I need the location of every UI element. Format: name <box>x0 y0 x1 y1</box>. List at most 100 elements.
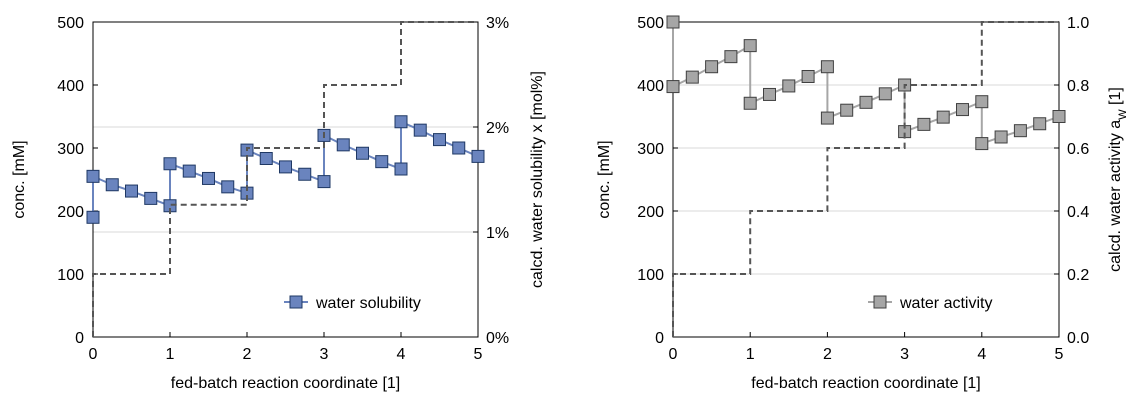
y2-tick-label: 1.0 <box>1067 15 1089 32</box>
data-marker <box>666 80 680 94</box>
y-tick-label: 300 <box>637 141 664 158</box>
data-marker <box>975 95 989 109</box>
x-tick-label: 5 <box>1055 346 1064 363</box>
x-tick-label: 0 <box>669 346 678 363</box>
y2-tick-label: 0.4 <box>1067 204 1089 221</box>
y-tick-label: 100 <box>57 267 84 284</box>
data-marker <box>202 171 215 185</box>
y2-axis-label-subscript: W <box>1117 109 1129 120</box>
data-marker <box>801 69 815 83</box>
y2-axis-label: calcd. water solubility x [mol%] <box>529 71 546 288</box>
data-marker <box>1013 124 1027 138</box>
dashed-step-line <box>672 21 1059 337</box>
data-marker <box>763 87 776 101</box>
data-marker <box>413 123 427 137</box>
data-marker <box>820 60 834 74</box>
data-marker <box>336 138 350 152</box>
data-marker <box>1033 117 1047 131</box>
plot-frame <box>92 21 479 338</box>
legend-marker <box>873 295 887 309</box>
y-tick-label: 100 <box>637 267 664 284</box>
data-marker <box>1052 110 1066 123</box>
y2-axis-label-unit: [1] <box>1107 87 1124 109</box>
data-marker <box>86 210 100 224</box>
data-marker <box>724 50 738 64</box>
y-axis-label: conc. [mM] <box>11 140 28 218</box>
x-tick-label: 2 <box>243 346 252 363</box>
y-tick-label: 300 <box>57 141 84 158</box>
x-tick-label: 3 <box>900 346 909 363</box>
y-tick-label: 0 <box>655 330 664 347</box>
y2-tick-label: 0.6 <box>1067 141 1089 158</box>
data-marker <box>705 60 719 74</box>
data-marker <box>163 157 177 171</box>
y2-axis-label-main: calcd. water solubility x [mol%] <box>529 71 546 288</box>
data-marker <box>452 141 466 155</box>
y-tick-label: 500 <box>637 15 664 32</box>
data-marker <box>685 70 699 84</box>
data-marker <box>433 133 446 147</box>
left-chart: 0 100 200 300 400 500 0% 1% 2% 3% 0 1 2 3 4 5 fed-batch … <box>11 15 546 392</box>
y-tick-label: 0 <box>75 330 84 347</box>
data-marker <box>317 175 331 189</box>
data-marker <box>994 130 1008 144</box>
data-marker <box>782 79 796 93</box>
data-marker <box>394 115 408 129</box>
y-tick-label: 200 <box>57 204 84 221</box>
legend-label: water solubility <box>315 295 421 312</box>
x-tick-label: 2 <box>823 346 832 363</box>
plot-frame <box>672 21 1060 338</box>
data-marker <box>975 137 989 151</box>
data-marker <box>356 146 369 160</box>
data-marker <box>956 103 969 117</box>
y2-tick-label: 0% <box>486 330 509 347</box>
y2-tick-label: 1% <box>486 225 509 242</box>
x-tick-label: 4 <box>977 346 986 363</box>
y2-tick-label: 0.2 <box>1067 267 1089 284</box>
data-marker <box>298 167 312 181</box>
data-marker <box>936 110 950 124</box>
y-axis-label: conc. [mM] <box>596 140 613 218</box>
data-marker <box>471 149 485 163</box>
data-marker <box>743 39 757 53</box>
data-marker <box>182 164 196 178</box>
y-tick-label: 200 <box>637 204 664 221</box>
x-tick-label: 1 <box>166 346 175 363</box>
y2-tick-label: 3% <box>486 15 509 32</box>
data-marker <box>125 184 138 198</box>
data-marker <box>279 160 292 174</box>
x-tick-label: 1 <box>746 346 755 363</box>
data-marker <box>820 111 834 125</box>
data-marker <box>666 15 680 29</box>
y2-axis-label-main: calcd. water activity a <box>1107 120 1124 272</box>
data-marker <box>878 87 892 101</box>
data-marker <box>375 155 389 169</box>
y2-tick-label: 2% <box>486 120 509 137</box>
legend-marker <box>289 295 303 309</box>
data-marker <box>259 152 273 165</box>
data-marker <box>917 117 931 131</box>
data-marker <box>859 95 873 109</box>
y2-axis-label: calcd. water activity aW [1] <box>1107 87 1129 272</box>
data-marker <box>840 103 854 117</box>
data-marker <box>221 180 235 194</box>
data-marker <box>86 169 100 183</box>
y-tick-label: 500 <box>57 15 84 32</box>
x-tick-label: 5 <box>474 346 483 363</box>
data-marker <box>394 162 408 176</box>
y-tick-label: 400 <box>57 78 84 95</box>
x-axis-label: fed-batch reaction coordinate [1] <box>171 375 400 392</box>
data-marker <box>743 96 757 110</box>
x-tick-label: 4 <box>397 346 406 363</box>
legend-label: water activity <box>899 295 992 312</box>
series-line <box>672 22 1060 145</box>
y2-tick-label: 0.0 <box>1067 330 1089 347</box>
data-marker <box>144 191 158 205</box>
right-chart: 0 100 200 300 400 500 0.0 0.2 0.4 0.6 0.8 1.0 0 1 2 3 4 5… <box>596 15 1129 392</box>
y2-tick-label: 0.8 <box>1067 78 1089 95</box>
dashed-step-line <box>92 21 478 337</box>
data-marker <box>105 178 119 192</box>
x-tick-label: 3 <box>320 346 329 363</box>
x-axis-label: fed-batch reaction coordinate [1] <box>751 375 980 392</box>
